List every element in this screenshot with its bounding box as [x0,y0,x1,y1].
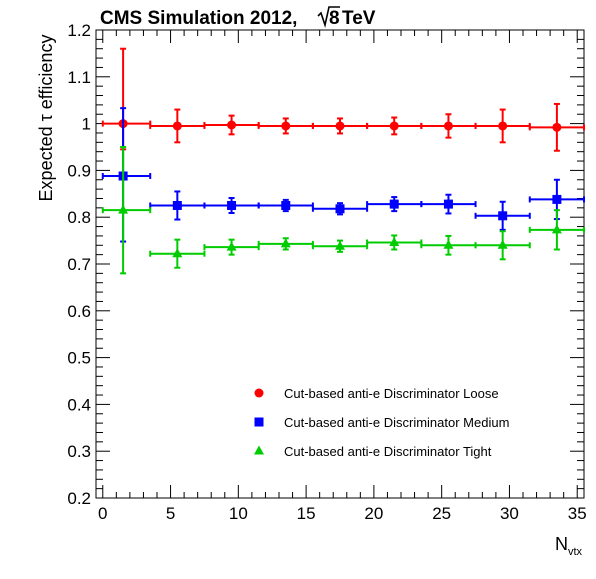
y-tick-label: 1.2 [67,21,91,40]
chart-title-radicand: 8 [329,8,340,29]
y-tick-label: 1 [82,115,91,134]
data-point-circle [443,121,453,131]
x-tick-label: 35 [568,504,587,523]
y-tick-label: 0.4 [67,395,91,414]
y-tick-label: 0.7 [67,255,91,274]
data-point-triangle [118,204,129,214]
data-point-circle [389,121,399,131]
data-point-triangle [497,239,508,249]
chart-title-prefix: CMS Simulation 2012, [100,8,297,29]
chart-title-suffix: TeV [342,8,376,29]
chart-title: CMS Simulation 2012, [100,8,297,29]
data-point-square [227,201,237,210]
legend-item: Cut-based anti-e Discriminator Medium [254,415,509,430]
data-point-square [498,211,508,221]
chart-title-radical-group: 8 TeV [317,6,376,29]
data-point-square [443,199,453,209]
y-tick-label: 1.1 [67,68,91,87]
legend-marker-triangle [254,445,264,455]
data-point-square [281,201,291,210]
data-point-square [172,201,182,210]
y-tick-label: 0.5 [67,349,91,368]
data-point-square [389,199,399,209]
x-tick-label: 0 [98,504,107,523]
y-tick-label: 0.6 [67,302,91,321]
series-triangle [101,146,585,275]
legend-label: Cut-based anti-e Discriminator Medium [284,415,509,430]
y-tick-label: 0.8 [67,208,91,227]
data-point-circle [498,121,508,131]
data-point-triangle [280,238,291,248]
legend-marker-circle [254,388,264,398]
legend-item: Cut-based anti-e Discriminator Tight [254,444,492,459]
y-tick-label: 0.3 [67,442,91,461]
data-point-triangle [443,239,454,249]
data-point-triangle [335,240,345,250]
axes-layer: 0 5 10 15 20 25 30 35 0.2 0.3 0.4 0.5 0.6 0.7 0.8 0.9 1 1… [67,21,586,523]
data-point-triangle [226,241,237,251]
data-point-triangle [551,224,562,234]
y-axis-title: Expected τ efficiency [36,35,56,202]
x-tick-label: 5 [166,504,175,523]
x-tick-label: 20 [364,504,383,523]
data-point-square [552,194,562,204]
data-point-circle [227,120,237,130]
y-tick-label: 0.2 [67,489,91,508]
legend-label: Cut-based anti-e Discriminator Tight [284,444,492,459]
data-point-square [335,204,345,214]
legend-item: Cut-based anti-e Discriminator Loose [254,386,499,401]
x-tick-label: 30 [500,504,519,523]
x-tick-label: 10 [229,504,248,523]
legend-label: Cut-based anti-e Discriminator Loose [284,386,499,401]
series-circle [101,47,585,152]
data-point-circle [335,121,345,131]
data-point-circle [552,122,562,132]
y-tick-label: 0.9 [67,161,91,180]
data-point-triangle [172,248,183,258]
legend: Cut-based anti-e Discriminator Loose Cut-… [254,386,509,459]
legend-marker-square [254,417,264,427]
x-tick-label: 25 [432,504,451,523]
sqrt-symbol-icon [317,6,340,28]
series-square [101,107,585,243]
x-axis-title: Nvtx [555,534,583,558]
data-point-circle [172,121,182,131]
data-point-circle [281,121,291,131]
x-tick-label: 15 [297,504,316,523]
series-layer [101,47,585,275]
data-point-triangle [389,236,400,246]
